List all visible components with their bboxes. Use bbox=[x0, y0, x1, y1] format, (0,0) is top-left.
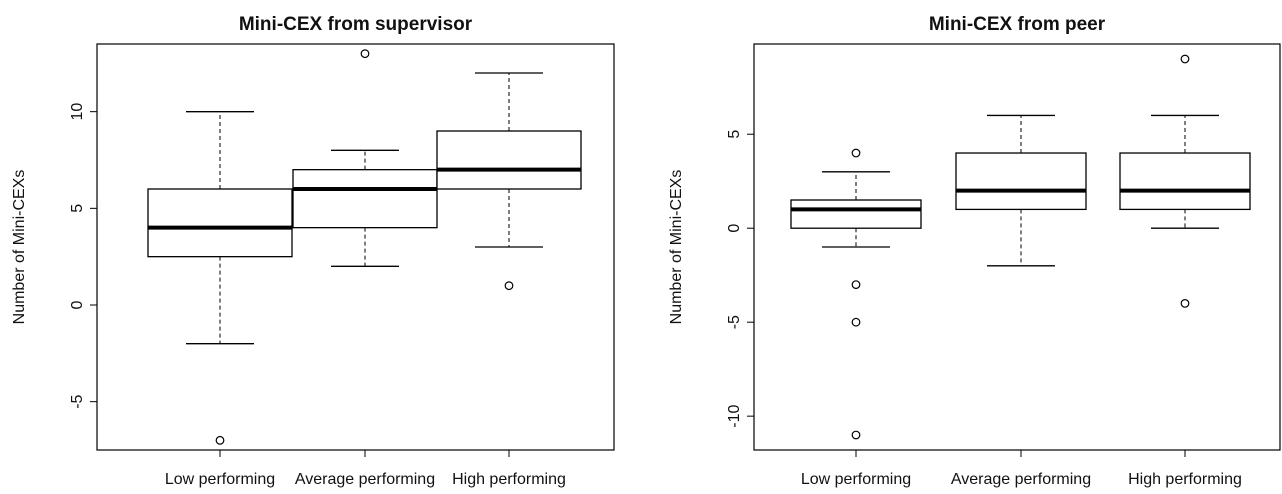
iqr-box bbox=[955, 152, 1087, 211]
outlier-point bbox=[1180, 298, 1190, 308]
x-tick-label: Low performing bbox=[165, 471, 275, 488]
y-tick-label: 10 bbox=[69, 103, 86, 121]
boxplot-1-1 bbox=[147, 111, 293, 445]
y-tick-label: 5 bbox=[726, 130, 743, 139]
outlier-point bbox=[851, 430, 861, 440]
x-tick-label: Average performing bbox=[295, 471, 435, 488]
iqr-box bbox=[790, 199, 922, 229]
boxplot-1-2 bbox=[292, 49, 438, 267]
outlier-point bbox=[851, 317, 861, 327]
plot-frame bbox=[753, 43, 1281, 451]
x-tick-label: Average performing bbox=[951, 471, 1091, 488]
iqr-box bbox=[147, 188, 293, 258]
y-tick-label: -5 bbox=[69, 394, 86, 408]
iqr-box bbox=[292, 169, 438, 229]
boxplot-2-2 bbox=[955, 114, 1087, 267]
y-axis-label: Number of Mini-CEXs bbox=[668, 170, 685, 325]
x-tick-label: High performing bbox=[452, 471, 566, 488]
y-axis-label: Number of Mini-CEXs bbox=[11, 170, 28, 325]
x-tick-label: Low performing bbox=[801, 471, 911, 488]
plot-frame bbox=[96, 43, 615, 451]
outlier-point bbox=[360, 49, 370, 59]
x-tick-label: High performing bbox=[1128, 471, 1242, 488]
chart-title: Mini-CEX from peer bbox=[929, 14, 1106, 35]
boxplot-1-3 bbox=[436, 72, 582, 291]
boxplot-2-1 bbox=[790, 148, 922, 440]
iqr-box bbox=[436, 130, 582, 190]
outlier-point bbox=[215, 435, 225, 445]
y-tick-label: -10 bbox=[726, 405, 743, 428]
outlier-point bbox=[851, 280, 861, 289]
y-tick-label: 0 bbox=[726, 224, 743, 233]
y-tick-label: 0 bbox=[69, 300, 86, 309]
chart-panel-1: Mini-CEX from supervisor Number of Mini-C… bbox=[11, 14, 615, 488]
outlier-point bbox=[1180, 54, 1190, 64]
y-tick-label: 5 bbox=[69, 204, 86, 213]
y-tick-label: -5 bbox=[726, 315, 743, 329]
outlier-point bbox=[851, 148, 861, 158]
outlier-point bbox=[504, 281, 514, 291]
iqr-box bbox=[1119, 152, 1251, 211]
boxplot-2-3 bbox=[1119, 54, 1251, 308]
chart-title: Mini-CEX from supervisor bbox=[239, 14, 473, 35]
chart-panel-2: Mini-CEX from peer Number of Mini-CEXs -10… bbox=[668, 14, 1281, 488]
